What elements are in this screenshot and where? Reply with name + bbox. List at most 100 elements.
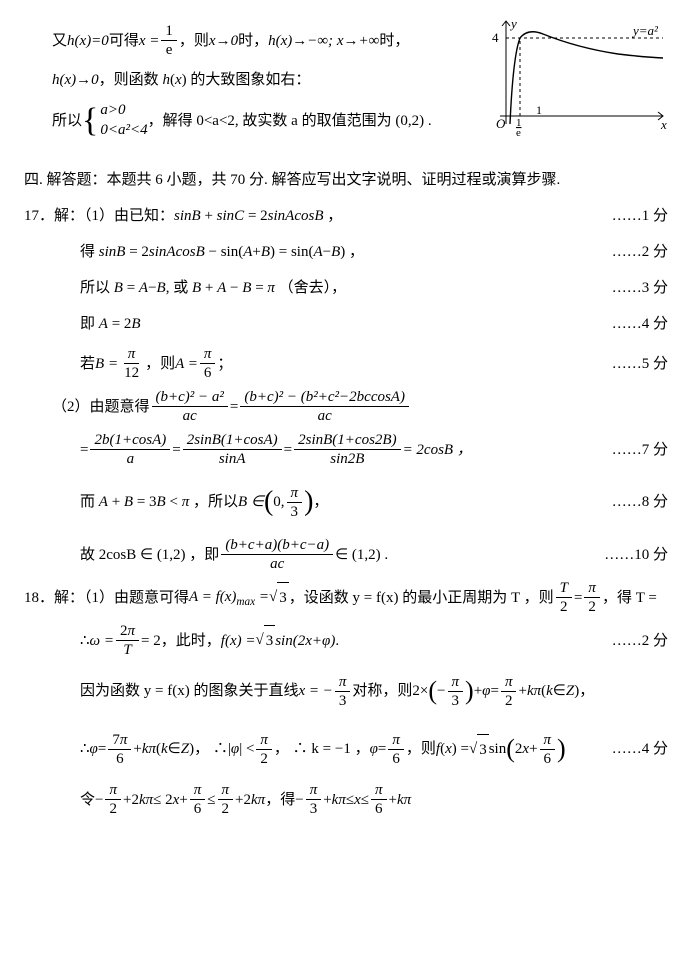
- text: 即 A = 2B: [80, 309, 141, 339]
- math: x =: [139, 26, 160, 56]
- eq: =: [172, 435, 180, 465]
- q18-line-5: 令 −π2+2kπ ≤ 2x+π6 ≤ π2+2kπ ，得 −π3+kπ ≤ x…: [24, 781, 668, 818]
- sqrt3: √3: [269, 582, 289, 613]
- score-8: 8 分: [592, 487, 668, 517]
- math: f(x) =: [221, 626, 256, 656]
- score-7: 7 分: [592, 435, 668, 465]
- text: ，: [579, 676, 594, 706]
- frac-1-e: 1e: [161, 22, 177, 59]
- math: = 2cosB ，: [403, 435, 472, 465]
- math: A = f(x)max =: [189, 582, 269, 614]
- eq: =: [284, 435, 292, 465]
- math: ω =: [90, 626, 114, 656]
- q17-line-1: 17． 解：（1）由已知：sinB + sinC = 2sinAcosB ， 1…: [24, 201, 668, 231]
- text: 而 A + B = 3B < π ，所以: [80, 487, 238, 517]
- section-4-header: 四. 解答题：本题共 6 小题，共 70 分. 解答应写出文字说明、证明过程或演…: [24, 165, 668, 195]
- math: −π3+kπ ≤ x ≤ π6+kπ: [295, 781, 411, 818]
- text: ，: [313, 487, 328, 517]
- q17-line-5: 若 B = π12 ，则 A = π6 ； 5 分: [24, 345, 668, 382]
- frac: (b+c+a)(b+c−a)ac: [221, 536, 333, 573]
- text: ，则: [145, 349, 175, 379]
- score-1: 1 分: [592, 201, 668, 231]
- score-2: 2 分: [592, 237, 668, 267]
- frac-pi-2: π2: [584, 579, 600, 616]
- text: ，则函数 h(x) 的大致图象如右：: [99, 65, 311, 95]
- eq: =: [80, 435, 88, 465]
- text: ， ∴: [194, 734, 228, 764]
- math: −π2+2kπ ≤ 2x+π6 ≤ π2+2kπ: [95, 781, 265, 818]
- origin-label: O: [496, 116, 506, 131]
- text: ，得 T =: [602, 583, 657, 613]
- sqrt3: √3: [255, 625, 275, 656]
- math: φ = π6: [370, 731, 406, 768]
- score-5: 5 分: [592, 349, 668, 379]
- math: |φ| < π2: [228, 731, 274, 768]
- x-tick-1e-den: e: [516, 127, 521, 136]
- text: 时，: [379, 26, 409, 56]
- math: x→0: [209, 26, 238, 56]
- text: 得 sinB = 2sinAcosB − sin(A+B) = sin(A−B)…: [80, 237, 364, 267]
- curve-label: y=a²: [631, 23, 659, 38]
- text: 时，: [238, 26, 268, 56]
- q17-line-3: 所以 B = A−B, 或 B + A − B = π （舍去）， 3 分: [24, 273, 668, 303]
- text: 所以: [52, 106, 82, 136]
- text: 因为函数 y = f(x) 的图象关于直线: [80, 676, 298, 706]
- math: sin(2x+φ): [275, 626, 335, 656]
- intro-line-3: 所以 { a>0 0<a²<4 ，解得 0<a<2, 故实数 a 的取值范围为 …: [24, 101, 470, 140]
- frac-2pi-T: 2πT: [116, 622, 139, 659]
- text: 对称，则: [352, 676, 412, 706]
- score-3: 3 分: [592, 273, 668, 303]
- frac: 2sinB(1+cosA)sinA: [183, 431, 282, 468]
- eq: =: [574, 583, 582, 613]
- math: B ∈: [238, 487, 264, 517]
- score-2: 2 分: [592, 626, 668, 656]
- text: 故 2cosB ∈ (1,2) ，即: [80, 540, 219, 570]
- text: .: [335, 626, 339, 656]
- math: f(x) = √3 sin(2x+π6): [436, 723, 566, 775]
- text: ，解得 0<a<2, 故实数 a 的取值范围为 (0,2) .: [148, 106, 432, 136]
- frac: (b+c)² − (b²+c²−2bccosA) ac: [240, 388, 409, 425]
- q17-line-4: 即 A = 2B 4 分: [24, 309, 668, 339]
- text: 解：（1）由已知：sinB + sinC = 2sinAcosB ，: [54, 201, 342, 231]
- math: h(x)=0: [67, 26, 109, 56]
- text: ，则: [179, 26, 209, 56]
- text: ；: [217, 349, 232, 379]
- frac: 2sinB(1+cos2B)sin2B: [294, 431, 400, 468]
- frac: 2b(1+cosA)a: [90, 431, 170, 468]
- text: ，则: [406, 734, 436, 764]
- text: ∈ (1,2) .: [335, 540, 388, 570]
- eq: = 2: [141, 626, 161, 656]
- y-tick-4: 4: [492, 30, 499, 45]
- frac: (b+c)² − a² ac: [152, 388, 228, 425]
- text: 若: [80, 349, 95, 379]
- q18-line-3: 因为函数 y = f(x) 的图象关于直线 x = − π3 对称，则 2×(−…: [24, 665, 668, 717]
- score-4: 4 分: [592, 734, 668, 764]
- q17-part2-line-1: （2）由题意得 (b+c)² − a² ac = (b+c)² − (b²+c²…: [24, 388, 668, 425]
- math: B =: [95, 349, 118, 379]
- text: ，得: [265, 785, 295, 815]
- text: ，设函数 y = f(x) 的最小正周期为 T ，则: [289, 583, 554, 613]
- frac-pi-3: π3: [335, 673, 351, 710]
- case-1: a>0: [100, 101, 147, 121]
- x-axis-label: x: [660, 117, 667, 132]
- math: A =: [175, 349, 198, 379]
- frac-pi-6: π6: [200, 345, 216, 382]
- text: ， ∴ k = −1 ，: [274, 734, 370, 764]
- text: ，此时，: [161, 626, 221, 656]
- math: x = −: [298, 676, 332, 706]
- x-tick-1: 1: [536, 103, 542, 117]
- math: h(x)→0: [52, 65, 99, 95]
- eq: =: [230, 392, 238, 422]
- score-4: 4 分: [592, 309, 668, 339]
- frac-pi-12: π12: [120, 345, 143, 382]
- text: 又: [52, 26, 67, 56]
- interval: (0, π3): [264, 474, 313, 530]
- score-10: 10 分: [584, 540, 668, 570]
- text: （2）由题意得: [52, 392, 150, 422]
- math: φ = 7π6+kπ (k∈Z): [90, 731, 195, 768]
- y-axis-label: y: [509, 16, 517, 31]
- q18-line-4: ∴ φ = 7π6+kπ (k∈Z) ， ∴ |φ| < π2 ， ∴ k = …: [24, 723, 668, 775]
- intro-line-1: 又 h(x)=0 可得 x = 1e ，则 x→0 时， h(x)→−∞; x→…: [24, 22, 470, 59]
- text: ∴: [80, 734, 90, 764]
- math: 2×(−π3)+φ = π2+kπ (k∈Z): [412, 665, 579, 717]
